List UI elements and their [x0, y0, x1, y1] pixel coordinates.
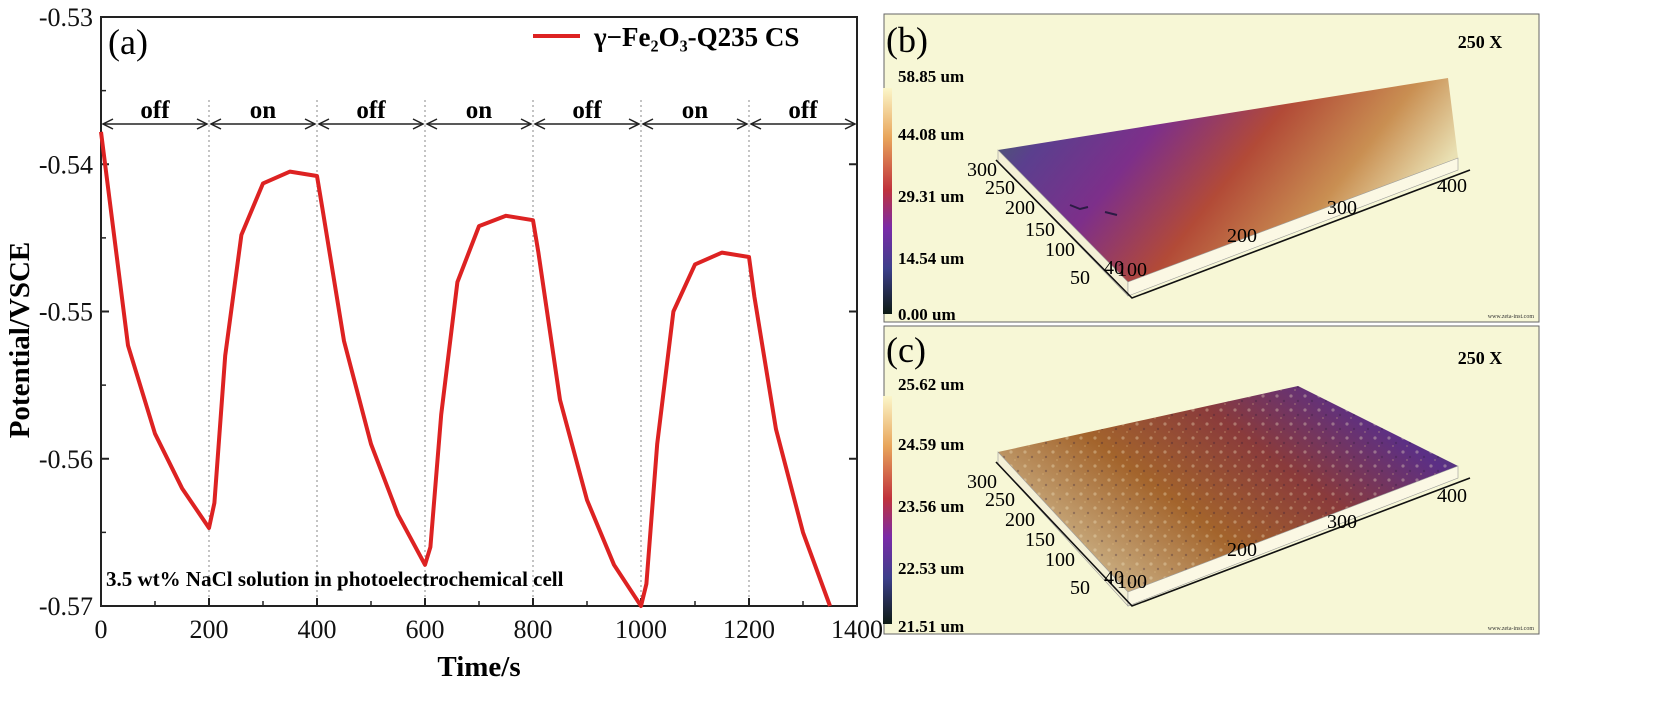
panel-c-cbar-tick: 22.53 um: [898, 559, 964, 578]
panel-b-x-tick: 400: [1437, 175, 1467, 197]
panel-b-y-corner-tick: 40: [1104, 257, 1124, 279]
panel-a-label: (a): [108, 22, 148, 62]
panel-b-surface: [998, 78, 1458, 282]
x-axis-ticks: 0 200 400 600 800 1000 1200 1400: [95, 598, 883, 644]
panel-c-magnification: 250 X: [1458, 348, 1503, 368]
x-tick-label: 200: [190, 615, 229, 644]
panel-c-x-tick: 100: [1117, 571, 1147, 593]
panel-b-x-tick: 300: [1327, 197, 1357, 219]
panel-b-y-tick: 150: [1025, 219, 1055, 241]
panel-c-y-tick: 250: [985, 489, 1015, 511]
panel-c-x-tick: 200: [1227, 539, 1257, 561]
phase-arrow-head: [425, 118, 438, 130]
panel-c-surface-texture: [998, 386, 1458, 592]
phase-arrow-head: [209, 118, 222, 130]
y-tick-label: -0.57: [39, 592, 93, 621]
panel-b-cbar-tick: 29.31 um: [898, 187, 964, 206]
panel-c-cbar-min: 21.51 um: [898, 617, 964, 636]
panel-b-surface-edge: [1127, 157, 1459, 297]
x-tick-label: 600: [406, 615, 445, 644]
phase-arrow-head: [736, 118, 749, 130]
chart-a: off on off on off on off -0.53-0.54-0.55-0.56-…: [4, 3, 883, 683]
panel-b-x-tick: 200: [1227, 225, 1257, 247]
y-tick-label: -0.53: [39, 3, 93, 32]
x-tick-label: 0: [95, 615, 108, 644]
panel-b-y-tick: 200: [1005, 197, 1035, 219]
panel-b-cbar-tick: 14.54 um: [898, 249, 964, 268]
panel-b-surface-defect: [1069, 204, 1118, 216]
phase-label-on: on: [466, 97, 493, 124]
panel-b-y-tick: 50: [1070, 267, 1090, 289]
y-tick-label: -0.56: [39, 445, 93, 474]
panel-c-y-corner-tick: 40: [1104, 567, 1124, 589]
panel-c-y-tick: 50: [1070, 577, 1090, 599]
panel-b-axes: [995, 159, 1471, 299]
panel-b-cbar-min: 0.00 um: [898, 305, 956, 324]
x-tick-label: 400: [298, 615, 337, 644]
panel-c-y-tick: 200: [1005, 509, 1035, 531]
panel-c-cbar-max: 25.62 um: [898, 375, 964, 394]
panel-c-cbar-tick: 23.56 um: [898, 497, 964, 516]
panel-b-magnification: 250 X: [1458, 32, 1503, 52]
panel-c-x-tick: 300: [1327, 511, 1357, 533]
phase-label-off: off: [572, 97, 602, 124]
series-line-fe2o3-q235: [99, 131, 832, 608]
phase-arrow-head: [628, 118, 641, 130]
solution-annotation: 3.5 wt% NaCl solution in photoelectroche…: [106, 567, 564, 591]
panel-b-y-tick: 250: [985, 177, 1015, 199]
panel-c-label: (c): [886, 330, 926, 370]
panel-c-colorbar: [883, 396, 892, 624]
x-tick-label: 1000: [615, 615, 667, 644]
y-axis-label: Potential/VSCE: [4, 242, 36, 439]
panel-c: (c) 250 X 25.62 um 24.59 um 23.56 um 22.…: [883, 325, 1540, 636]
panel-b-colorbar: [883, 88, 892, 314]
phase-arrows: [101, 118, 857, 130]
phase-labels: off on off on off on off: [140, 97, 818, 124]
panel-b-cbar-tick: 44.08 um: [898, 125, 964, 144]
phase-arrow-head: [749, 118, 762, 130]
panel-b-y-tick: 300: [967, 159, 997, 181]
x-axis-label: Time/s: [437, 651, 520, 683]
phase-arrow-head: [304, 118, 317, 130]
phase-arrow-head: [101, 118, 114, 130]
x-tick-label: 800: [514, 615, 553, 644]
x-tick-label: 1200: [723, 615, 775, 644]
phase-arrow-head: [317, 118, 330, 130]
panel-c-x-tick: 400: [1437, 485, 1467, 507]
phase-arrow-head: [641, 118, 654, 130]
x-tick-label: 1400: [831, 615, 883, 644]
phase-arrow-head: [520, 118, 533, 130]
y-tick-label: -0.54: [39, 150, 93, 179]
y-tick-label: -0.55: [39, 298, 93, 327]
panel-b-y-tick: 100: [1045, 239, 1075, 261]
panel-c-cbar-tick: 24.59 um: [898, 435, 964, 454]
phase-arrow-head: [196, 118, 209, 130]
panel-c-y-tick: 300: [967, 471, 997, 493]
phase-label-off: off: [140, 97, 170, 124]
panel-b-x-tick: 100: [1117, 259, 1147, 281]
panel-c-y-tick: 150: [1025, 529, 1055, 551]
phase-label-on: on: [250, 97, 277, 124]
panel-b-cbar-max: 58.85 um: [898, 67, 964, 86]
phase-label-on: on: [682, 97, 709, 124]
phase-arrow-head: [412, 118, 425, 130]
panel-b-label: (b): [886, 20, 928, 60]
legend-label: γ−Fe₂O₃-Q235 CS: [593, 22, 799, 52]
panel-b-footer: www.zeta-inst.com: [1488, 314, 1535, 320]
panel-c-y-tick: 100: [1045, 549, 1075, 571]
panel-c-axes: [995, 461, 1471, 607]
phase-label-off: off: [356, 97, 386, 124]
y-axis-ticks: -0.53 -0.54 -0.55 -0.56 -0.57: [39, 3, 857, 621]
panel-c-footer: www.zeta-inst.com: [1488, 626, 1535, 632]
phase-label-off: off: [788, 97, 818, 124]
phase-arrow-head: [533, 118, 546, 130]
phase-arrow-head: [844, 118, 857, 130]
panel-b: (b) 250 X 58.85 um 44.08 um 29.31 um 14.…: [883, 13, 1540, 324]
